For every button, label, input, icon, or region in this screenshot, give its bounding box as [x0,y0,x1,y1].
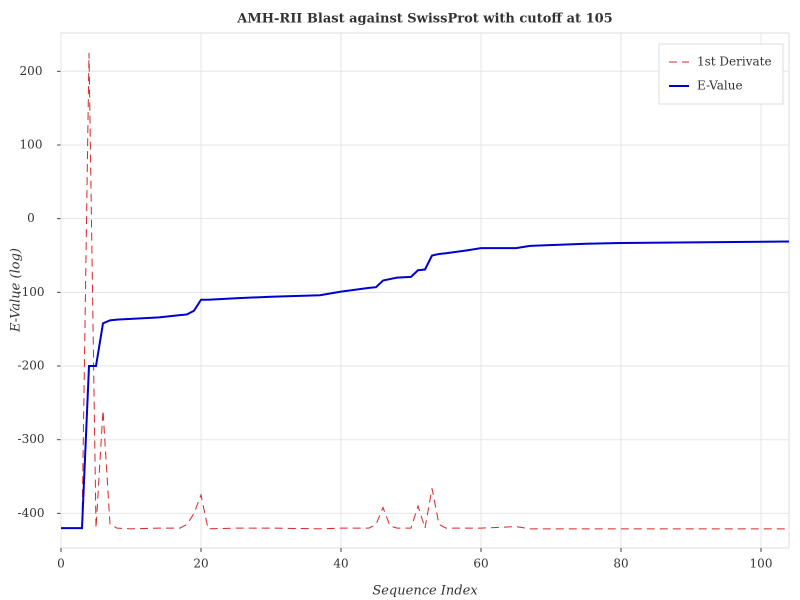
y-tick-label: 100 [20,137,43,151]
y-tick-label: 200 [20,64,43,78]
plot-frame [60,32,790,549]
data-line [61,240,790,530]
x-tick-label: 100 [750,557,773,571]
legend-box [658,43,784,105]
x-tick-label: 20 [193,557,208,571]
y-tick-label: -300 [18,432,45,446]
y-axis-label: E-Value (log) [9,248,24,333]
y-tick-label: -100 [18,285,45,299]
x-tick-label: 60 [473,557,488,571]
chart-title: AMH-RII Blast against SwissProt with cut… [236,12,612,27]
y-tick-label: -400 [18,506,45,520]
y-tick-label: 0 [27,211,35,225]
x-tick-label: 40 [333,557,348,571]
y-tick-label: -200 [18,359,45,373]
legend-label: 1st Derivate [697,55,772,69]
x-axis-label: Sequence Index [372,584,478,599]
legend-label: E-Value [697,79,743,93]
data-line [61,52,789,530]
x-tick-label: 80 [613,557,628,571]
x-tick-label: 0 [57,557,65,571]
